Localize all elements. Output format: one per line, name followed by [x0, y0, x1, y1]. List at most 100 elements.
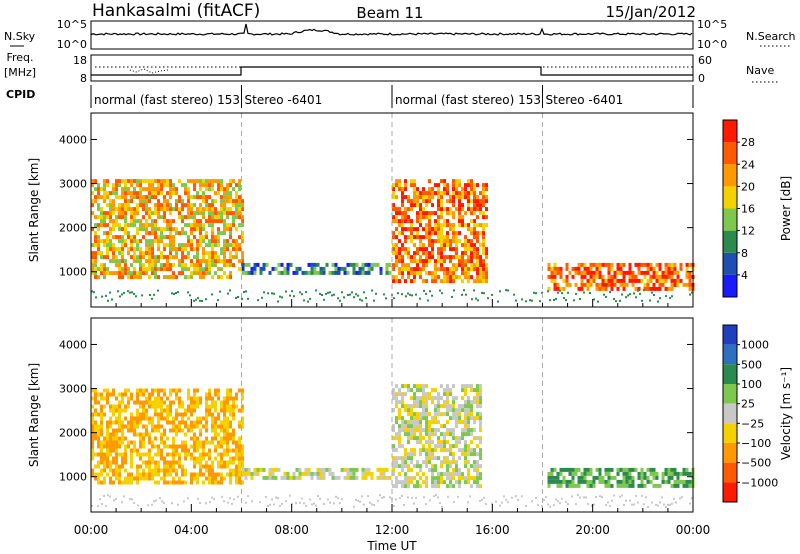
- heatmap-cell: [112, 456, 115, 461]
- heatmap-cell: [142, 271, 145, 276]
- heatmap-cell: [476, 259, 479, 264]
- heatmap-cell: [229, 412, 232, 417]
- heatmap-cell: [452, 235, 455, 240]
- heatmap-cell: [211, 440, 214, 445]
- heatmap-cell: [100, 416, 103, 421]
- heatmap-cell: [482, 227, 485, 232]
- heatmap-cell: [127, 275, 130, 280]
- scatter-cell: [553, 299, 555, 301]
- heatmap-cell: [467, 179, 470, 184]
- heatmap-cell: [172, 191, 175, 196]
- heatmap-cell: [214, 428, 217, 433]
- scatter-cell: [583, 496, 585, 499]
- heatmap-cell: [379, 270, 383, 275]
- heatmap-cell: [109, 231, 112, 236]
- heatmap-cell: [431, 388, 434, 393]
- heatmap-cell: [124, 404, 127, 409]
- heatmap-cell: [685, 270, 689, 275]
- heatmap-cell: [619, 479, 623, 484]
- heatmap-cell: [443, 247, 446, 252]
- heatmap-cell: [458, 480, 461, 485]
- heatmap-cell: [94, 420, 97, 425]
- heatmap-cell: [211, 420, 214, 425]
- scatter-cell: [187, 291, 189, 294]
- heatmap-cell: [419, 428, 422, 433]
- heatmap-cell: [121, 235, 124, 240]
- heatmap-cell: [392, 215, 395, 220]
- heatmap-cell: [410, 448, 413, 453]
- heatmap-cell: [401, 384, 404, 389]
- heatmap-cell: [485, 263, 488, 268]
- colorbar-label: Power [dB]: [779, 176, 793, 241]
- heatmap-cell: [404, 428, 407, 433]
- heatmap-cell: [425, 259, 428, 264]
- scatter-cell: [505, 498, 507, 501]
- heatmap-cell: [124, 408, 127, 413]
- heatmap-cell: [434, 456, 437, 461]
- heatmap-cell: [115, 404, 118, 409]
- heatmap-cell: [395, 195, 398, 200]
- heatmap-cell: [616, 479, 620, 484]
- heatmap-cell: [148, 211, 151, 216]
- heatmap-cell: [214, 388, 217, 393]
- heatmap-cell: [419, 203, 422, 208]
- heatmap-cell: [404, 263, 407, 268]
- scatter-cell: [291, 502, 293, 505]
- heatmap-cell: [559, 483, 563, 488]
- heatmap-cell: [392, 231, 395, 236]
- heatmap-cell: [238, 408, 241, 413]
- heatmap-cell: [142, 263, 145, 268]
- heatmap-cell: [340, 266, 344, 271]
- scatter-cell: [119, 295, 121, 298]
- scatter-cell: [91, 290, 93, 293]
- heatmap-cell: [133, 179, 136, 184]
- heatmap-cell: [142, 227, 145, 232]
- heatmap-cell: [434, 271, 437, 276]
- heatmap-cell: [103, 267, 106, 272]
- heatmap-cell: [226, 400, 229, 405]
- heatmap-cell: [553, 475, 557, 480]
- heatmap-cell: [422, 251, 425, 256]
- heatmap-cell: [211, 255, 214, 260]
- heatmap-cell: [97, 235, 100, 240]
- heatmap-cell: [118, 271, 121, 276]
- scatter-cell: [333, 293, 335, 296]
- heatmap-cell: [208, 259, 211, 264]
- heatmap-cell: [208, 452, 211, 457]
- heatmap-cell: [142, 388, 145, 393]
- heatmap-cell: [443, 191, 446, 196]
- heatmap-cell: [277, 262, 281, 267]
- heatmap-cell: [458, 179, 461, 184]
- heatmap-cell: [479, 392, 482, 397]
- heatmap-cell: [208, 207, 211, 212]
- heatmap-cell: [467, 420, 470, 425]
- heatmap-cell: [613, 278, 617, 283]
- heatmap-cell: [676, 479, 680, 484]
- heatmap-cell: [223, 191, 226, 196]
- heatmap-cell: [310, 262, 314, 267]
- heatmap-cell: [136, 255, 139, 260]
- scatter-cell: [219, 290, 221, 293]
- heatmap-cell: [446, 183, 449, 188]
- heatmap-cell: [637, 483, 641, 488]
- heatmap-cell: [217, 179, 220, 184]
- heatmap-cell: [241, 215, 244, 220]
- heatmap-cell: [187, 215, 190, 220]
- heatmap-cell: [121, 464, 124, 469]
- heatmap-cell: [401, 396, 404, 401]
- x-tick-label: 04:00: [174, 523, 209, 537]
- heatmap-cell: [148, 456, 151, 461]
- heatmap-cell: [473, 468, 476, 473]
- heatmap-cell: [398, 187, 401, 192]
- scatter-cell: [237, 296, 239, 298]
- heatmap-cell: [157, 400, 160, 405]
- heatmap-cell: [413, 484, 416, 489]
- heatmap-cell: [217, 392, 220, 397]
- heatmap-cell: [214, 456, 217, 461]
- heatmap-cell: [103, 460, 106, 465]
- heatmap-cell: [268, 471, 272, 476]
- cpid-row: CPID normal (fast stereo) 153 Stereo -640…: [6, 85, 694, 108]
- heatmap-cell: [187, 396, 190, 401]
- scatter-cell: [665, 295, 667, 298]
- heatmap-cell: [407, 404, 410, 409]
